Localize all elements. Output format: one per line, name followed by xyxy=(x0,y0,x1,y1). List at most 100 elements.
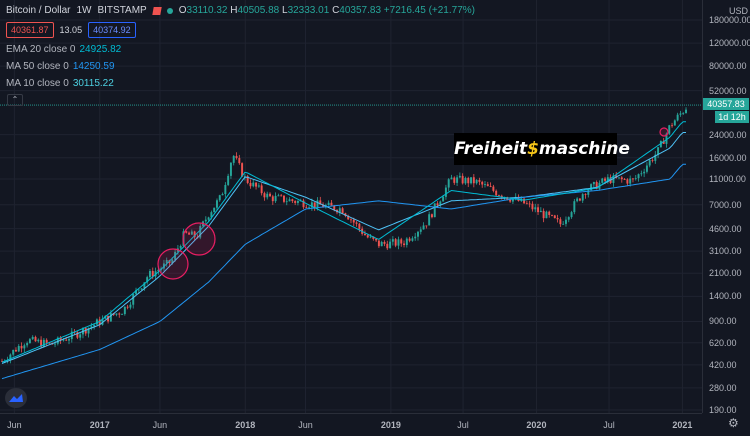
candle-body xyxy=(257,185,260,187)
candle-body xyxy=(322,204,325,208)
candle-body xyxy=(87,327,90,334)
candle-body xyxy=(9,354,12,361)
candle-body xyxy=(28,339,31,344)
currency-label: USD xyxy=(729,6,749,16)
candle-body xyxy=(137,289,140,291)
candle-body xyxy=(1,360,3,362)
candle-body xyxy=(126,306,129,308)
candle-body xyxy=(665,133,668,144)
candle-body xyxy=(285,201,288,203)
candle-body xyxy=(221,194,224,196)
candle-body xyxy=(308,207,311,209)
candle-body xyxy=(355,222,358,224)
candle-body xyxy=(523,198,526,204)
candle-body xyxy=(218,195,221,201)
spread-value: 13.05 xyxy=(59,25,83,35)
candle-body xyxy=(394,239,397,246)
candle-body xyxy=(425,225,428,227)
time-tick-label: 2018 xyxy=(235,420,256,430)
candle-body xyxy=(179,245,182,249)
sell-button[interactable]: 40361.87 xyxy=(6,22,54,38)
candle-body xyxy=(48,342,51,344)
candle-body xyxy=(495,190,498,196)
candle-body xyxy=(358,223,361,229)
candle-body xyxy=(146,277,149,283)
flag-icon[interactable] xyxy=(152,6,162,15)
candle-body xyxy=(207,217,210,220)
candle-body xyxy=(319,200,322,205)
price-tick-label: 7000.00 xyxy=(709,199,742,210)
buy-button[interactable]: 40374.92 xyxy=(88,22,136,38)
candle-body xyxy=(17,345,20,352)
candle-body xyxy=(380,241,383,247)
chart-area[interactable] xyxy=(0,0,702,413)
candle-body xyxy=(442,196,445,202)
candle-body xyxy=(135,290,137,294)
time-axis[interactable]: Jun 2017 Jun 2018 Jun 2019 Jul 2020 Jul 2021 xyxy=(0,413,702,436)
price-axis[interactable]: USD 180000.00 120000.00 80000.00 52000.00 24… xyxy=(702,0,750,415)
candle-body xyxy=(620,177,623,180)
gear-icon[interactable]: ⚙ xyxy=(728,416,739,430)
candle-body xyxy=(291,199,294,202)
candle-body xyxy=(235,155,238,159)
price-tick-label: 900.00 xyxy=(709,316,737,327)
candle-body xyxy=(417,231,419,237)
time-tick-label: Jun xyxy=(298,420,313,430)
candle-body xyxy=(511,198,514,202)
indicator-ema20[interactable]: EMA 20 close 0 24925.82 xyxy=(6,44,122,55)
candle-body xyxy=(573,201,576,213)
candle-body xyxy=(188,232,191,235)
candle-body xyxy=(556,218,559,220)
candle-body xyxy=(95,319,98,325)
candle-body xyxy=(283,195,285,202)
candle-body xyxy=(587,190,590,195)
candle-body xyxy=(171,259,174,264)
chevron-up-icon[interactable]: ⌃ xyxy=(7,94,23,106)
tradingview-logo-icon[interactable] xyxy=(5,388,27,408)
candle-body xyxy=(45,339,48,343)
candle-body xyxy=(439,201,442,206)
candle-body xyxy=(422,225,425,230)
candle-body xyxy=(592,182,595,185)
candle-body xyxy=(296,200,299,203)
price-tick-label: 420.00 xyxy=(709,359,737,370)
candle-body xyxy=(668,125,671,134)
candle-body xyxy=(266,193,269,198)
candle-body xyxy=(40,339,43,347)
candle-body xyxy=(165,260,168,264)
candle-body xyxy=(637,174,640,179)
time-tick-label: Jun xyxy=(152,420,168,430)
candle-body xyxy=(369,236,372,238)
candle-body xyxy=(366,235,369,238)
price-tick-label: 1400.00 xyxy=(709,291,742,302)
candle-body xyxy=(34,336,37,342)
indicator-ma10[interactable]: MA 10 close 0 30115.22 xyxy=(6,78,114,89)
candle-body xyxy=(347,215,350,220)
price-chart[interactable] xyxy=(0,0,702,413)
candle-body xyxy=(252,182,255,187)
candle-body xyxy=(400,239,403,244)
indicator-ma50[interactable]: MA 50 close 0 14250.59 xyxy=(6,61,115,72)
candle-body xyxy=(377,240,380,247)
candle-body xyxy=(363,233,366,236)
candle-body xyxy=(562,223,565,225)
candle-body xyxy=(559,219,562,225)
interval[interactable]: 1W xyxy=(76,5,92,16)
candle-body xyxy=(213,207,216,213)
candle-body xyxy=(271,196,274,202)
candle-body xyxy=(629,178,632,184)
candle-body xyxy=(497,195,500,197)
symbol-name[interactable]: Bitcoin / Dollar xyxy=(6,5,71,16)
candle-body xyxy=(352,219,355,223)
candle-body xyxy=(98,319,101,325)
candle-body xyxy=(157,269,160,272)
market-status-icon xyxy=(166,7,173,14)
candle-body xyxy=(436,203,439,206)
highlight-circle xyxy=(157,248,189,280)
candle-body xyxy=(634,178,637,179)
candle-body xyxy=(486,184,489,187)
legend: Bitcoin / Dollar 1W BITSTAMP O33110.32 H… xyxy=(6,5,475,89)
candle-body xyxy=(148,271,151,278)
candle-body xyxy=(193,231,196,238)
exchange[interactable]: BITSTAMP xyxy=(97,5,147,16)
